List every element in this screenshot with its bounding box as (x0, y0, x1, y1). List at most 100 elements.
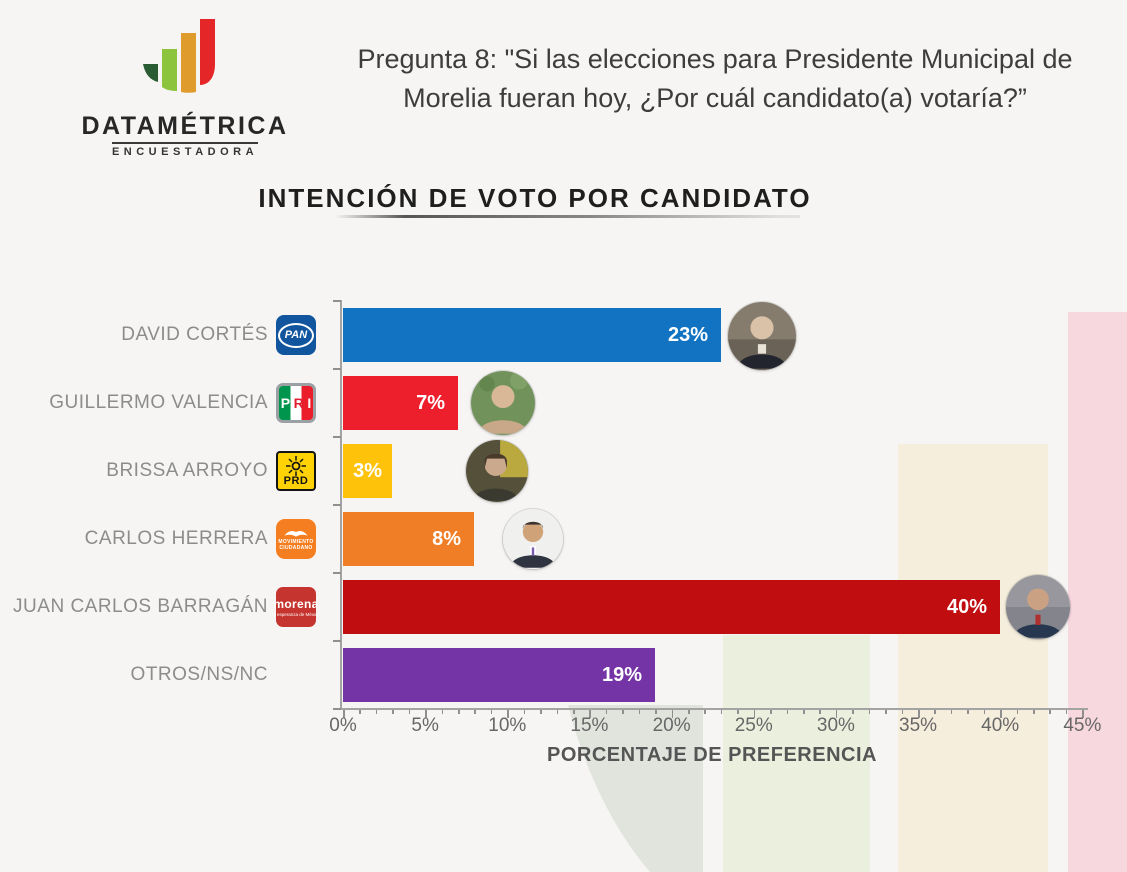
x-axis-minor-tick (901, 710, 904, 714)
x-tick-label: 25% (734, 715, 773, 736)
x-tick-label: 0% (329, 715, 357, 736)
x-axis-minor-tick (885, 710, 887, 714)
x-axis-major-tick (343, 710, 345, 718)
bar-value-label: 19% (601, 664, 642, 686)
chart-row-juan-carlos-barragan: JUAN CARLOS BARRAGÁN morena la esperanza… (0, 575, 1127, 639)
x-axis-minor-tick (950, 710, 953, 714)
x-axis-major-tick (507, 710, 509, 718)
y-axis-tick (333, 708, 341, 710)
x-tick-label: 30% (816, 715, 855, 736)
x-axis-minor-tick (737, 710, 739, 714)
x-axis-minor-tick (720, 710, 723, 714)
bar-value-label: 3% (353, 460, 382, 482)
x-axis-minor-tick (359, 710, 361, 714)
brand-tagline: ENCUESTADORA (111, 146, 259, 158)
bar-value-label: 23% (667, 324, 708, 346)
brand-divider (112, 142, 258, 144)
prd-sun-icon (286, 456, 306, 476)
survey-question: Pregunta 8: "Si las elecciones para Pres… (340, 40, 1090, 118)
mc-logo-text-line2: CIUDADANO (279, 545, 313, 551)
x-axis-minor-tick (1033, 710, 1035, 714)
x-axis-major-tick (918, 710, 920, 718)
mc-eagle-icon (284, 530, 308, 537)
x-tick-label: 5% (411, 715, 439, 736)
x-axis-minor-tick (1016, 710, 1019, 714)
y-axis-tick (333, 368, 341, 370)
candidate-photo-carlos-herrera (503, 509, 563, 569)
candidate-label: DAVID CORTÉS (121, 324, 268, 345)
x-axis-minor-tick (786, 710, 789, 714)
x-axis-minor-tick (803, 710, 805, 714)
bar-value-label: 8% (432, 528, 461, 550)
x-axis-minor-tick (375, 710, 378, 714)
party-logo-pri: P R I (276, 383, 316, 423)
y-axis-tick (333, 640, 341, 642)
bar-guillermo-valencia: 7% (343, 376, 458, 430)
x-axis-major-tick (425, 710, 427, 718)
x-tick-label: 15% (570, 715, 609, 736)
bar-otros-ns-nc: 19% (343, 648, 655, 702)
survey-question-line2: Morelia fueran hoy, ¿Por cuál candidato(… (403, 83, 1027, 113)
morena-logo-tagline: la esperanza de México (272, 612, 320, 617)
y-axis-line (340, 300, 342, 710)
party-logo-mc: MOVIMIENTO CIUDADANO (276, 519, 316, 559)
x-axis-minor-tick (688, 710, 690, 714)
x-axis-minor-tick (408, 710, 411, 714)
pan-logo-icon: PAN (276, 315, 316, 355)
chart-row-david-cortes: DAVID CORTÉS PAN 23% (0, 302, 1127, 370)
x-axis-minor-tick (556, 710, 559, 714)
x-axis-minor-tick (852, 710, 854, 714)
bar-carlos-herrera: 8% (343, 512, 474, 566)
x-axis-minor-tick (474, 710, 476, 714)
x-axis-minor-tick (704, 710, 706, 714)
bar-value-label: 7% (416, 392, 445, 414)
bar-juan-carlos-barragan: 40% (343, 580, 1000, 634)
pri-letter-p: P (280, 395, 291, 411)
morena-logo-icon: morena la esperanza de México (272, 587, 320, 627)
prd-logo-text: PRD (283, 475, 309, 487)
chart-row-guillermo-valencia: GUILLERMO VALENCIA P R I 7% (0, 371, 1127, 435)
candidate-label: GUILLERMO VALENCIA (49, 392, 268, 413)
candidate-label: BRISSA ARROYO (106, 460, 268, 481)
x-axis-minor-tick (934, 710, 936, 714)
x-axis-minor-tick (1065, 710, 1068, 714)
pri-logo-icon: P R I (276, 383, 316, 423)
x-axis-line (340, 708, 1088, 710)
x-axis-minor-tick (573, 710, 575, 714)
morena-logo-text: morena (273, 597, 319, 611)
prd-logo-icon: PRD (276, 451, 316, 491)
x-axis-minor-tick (392, 710, 394, 714)
y-axis-tick (333, 300, 341, 302)
pri-letter-r: R (293, 395, 304, 411)
candidate-photo-brissa-arroyo (466, 440, 528, 502)
mc-logo-icon: MOVIMIENTO CIUDADANO (276, 519, 316, 559)
x-axis-minor-tick (490, 710, 493, 714)
x-axis-major-tick (1082, 710, 1084, 718)
survey-question-line1: Pregunta 8: "Si las elecciones para Pres… (357, 44, 1073, 74)
x-tick-label: 45% (1063, 715, 1102, 736)
candidate-label: OTROS/NS/NC (130, 664, 268, 685)
x-axis-minor-tick (441, 710, 444, 714)
x-axis-title: PORCENTAJE DE PREFERENCIA (547, 744, 877, 766)
x-axis-minor-tick (655, 710, 657, 714)
x-tick-label: 10% (488, 715, 527, 736)
mc-logo-text-line1: MOVIMIENTO (278, 539, 314, 545)
x-tick-label: 40% (981, 715, 1020, 736)
party-logo-prd: PRD (276, 451, 316, 491)
chart-row-otros-ns-nc: OTROS/NS/NC 19% (0, 648, 1127, 702)
x-axis-major-tick (1000, 710, 1002, 718)
candidate-photo-david-cortes (728, 302, 796, 370)
x-axis-major-tick (753, 710, 756, 718)
x-axis-minor-tick (540, 710, 542, 714)
x-axis-minor-tick (868, 710, 871, 714)
bar-value-label: 40% (946, 596, 987, 618)
party-logo-morena: morena la esperanza de México (272, 587, 320, 627)
pri-letter-i: I (307, 395, 312, 411)
chart-row-carlos-herrera: CARLOS HERRERA MOVIMIENTO CIUDADANO 8% (0, 509, 1127, 569)
candidate-photo-guillermo-valencia (471, 371, 535, 435)
y-axis-tick (333, 436, 341, 438)
x-tick-label: 35% (899, 715, 938, 736)
y-axis-tick (333, 572, 341, 574)
x-axis-major-tick (835, 710, 838, 718)
